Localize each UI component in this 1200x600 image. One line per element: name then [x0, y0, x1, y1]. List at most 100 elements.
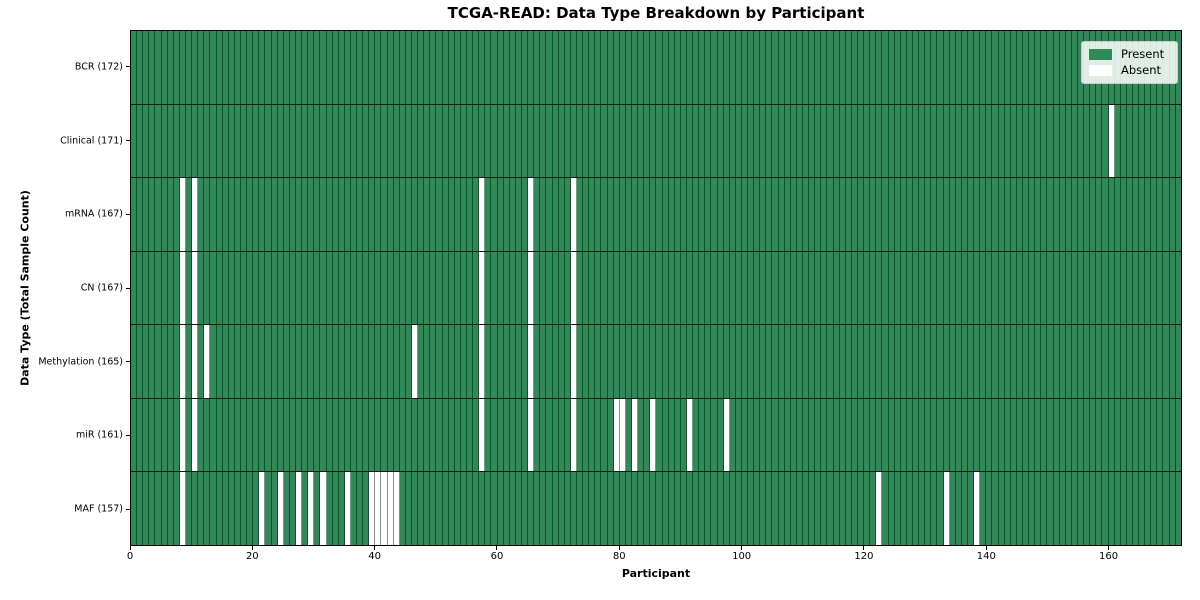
heatmap-cell [515, 104, 522, 178]
heatmap-cell [796, 398, 804, 472]
heatmap-cell [1114, 472, 1121, 546]
heatmap-cell [790, 104, 797, 178]
heatmap-cell [1022, 251, 1030, 325]
heatmap-cell [185, 178, 193, 251]
heatmap-cell [833, 251, 840, 325]
heatmap-cell [815, 178, 822, 251]
heatmap-cell [509, 104, 516, 178]
heatmap-cell [955, 178, 962, 251]
heatmap-cell [369, 104, 376, 178]
heatmap-cell [870, 325, 877, 398]
heatmap-cell [809, 31, 816, 104]
heatmap-cell [1071, 325, 1078, 398]
heatmap-cell [216, 251, 223, 325]
heatmap-cell [943, 251, 950, 325]
heatmap-cell [668, 178, 675, 251]
heatmap-row-mir [131, 398, 1181, 473]
heatmap-cell [1114, 178, 1121, 251]
heatmap-cell [161, 398, 168, 472]
heatmap-cell [656, 178, 663, 251]
heatmap-cell [1041, 104, 1048, 178]
heatmap-cell [858, 398, 865, 472]
heatmap-cell [387, 251, 394, 325]
legend-item-present: Present [1089, 48, 1170, 61]
heatmap-cell [173, 398, 180, 472]
heatmap-cell [332, 398, 339, 472]
heatmap-cell [1010, 178, 1017, 251]
heatmap-cell [741, 325, 749, 398]
x-tick-mark [496, 546, 498, 550]
heatmap-cell [253, 178, 260, 251]
heatmap-cell [1071, 31, 1078, 104]
heatmap-cell [974, 251, 981, 325]
heatmap-cell [693, 31, 700, 104]
heatmap-cell [680, 31, 687, 104]
heatmap-cell [179, 398, 186, 472]
heatmap-cell [815, 398, 822, 472]
heatmap-cell [1126, 325, 1133, 398]
heatmap-cell [161, 178, 168, 251]
heatmap-cell [1065, 398, 1072, 472]
heatmap-cell [155, 31, 162, 104]
heatmap-cell [1169, 251, 1176, 325]
heatmap-cell [986, 178, 993, 251]
heatmap-cell [1016, 472, 1023, 546]
heatmap-cell [619, 31, 626, 104]
heatmap-cell [686, 472, 694, 546]
heatmap-cell [699, 31, 706, 104]
heatmap-cell [888, 398, 895, 472]
heatmap-cell [399, 398, 406, 472]
heatmap-cell [283, 31, 290, 104]
heatmap-cell [228, 325, 235, 398]
heatmap-cell [326, 251, 333, 325]
heatmap-cell [295, 398, 303, 472]
heatmap-cell [173, 31, 180, 104]
heatmap-cell [809, 472, 816, 546]
heatmap-cell [778, 398, 785, 472]
heatmap-cell [467, 325, 474, 398]
heatmap-cell [644, 325, 651, 398]
heatmap-cell [1120, 325, 1127, 398]
heatmap-cell [876, 251, 883, 325]
heatmap-cell [766, 251, 773, 325]
heatmap-cell [467, 104, 474, 178]
heatmap-cell [809, 178, 816, 251]
heatmap-cell [1010, 251, 1017, 325]
heatmap-cell [381, 325, 388, 398]
heatmap-cell [1084, 325, 1091, 398]
heatmap-cell [1139, 104, 1146, 178]
heatmap-cell [723, 325, 730, 398]
heatmap-cell [631, 31, 639, 104]
heatmap-cell [583, 398, 590, 472]
heatmap-cell [717, 472, 724, 546]
heatmap-cell [552, 398, 559, 472]
heatmap-cell [247, 398, 254, 472]
heatmap-cell [369, 472, 376, 546]
heatmap-cell [1047, 325, 1054, 398]
x-tick-label: 80 [612, 551, 626, 562]
heatmap-cell [332, 104, 339, 178]
heatmap-cell [497, 104, 504, 178]
heatmap-cell [436, 325, 443, 398]
heatmap-cell [479, 398, 486, 472]
heatmap-cell [570, 398, 577, 472]
x-tick-label: 100 [732, 551, 752, 562]
heatmap-cell [943, 178, 950, 251]
heatmap-cell [1053, 398, 1060, 472]
y-tick-mark [126, 140, 130, 142]
heatmap-cell [949, 472, 956, 546]
heatmap-cell [888, 251, 895, 325]
heatmap-cell [1139, 178, 1146, 251]
heatmap-cell [796, 104, 804, 178]
heatmap-cell [760, 472, 767, 546]
y-tick-label-methylation: Methylation (165) [38, 356, 123, 368]
heatmap-cell [393, 31, 400, 104]
heatmap-cell [528, 325, 535, 398]
heatmap-cell [772, 31, 779, 104]
heatmap-cell [357, 398, 364, 472]
heatmap-cell [1132, 178, 1140, 251]
heatmap-cell [204, 398, 211, 472]
heatmap-cell [595, 104, 602, 178]
heatmap-cell [558, 178, 565, 251]
heatmap-cell [796, 325, 804, 398]
